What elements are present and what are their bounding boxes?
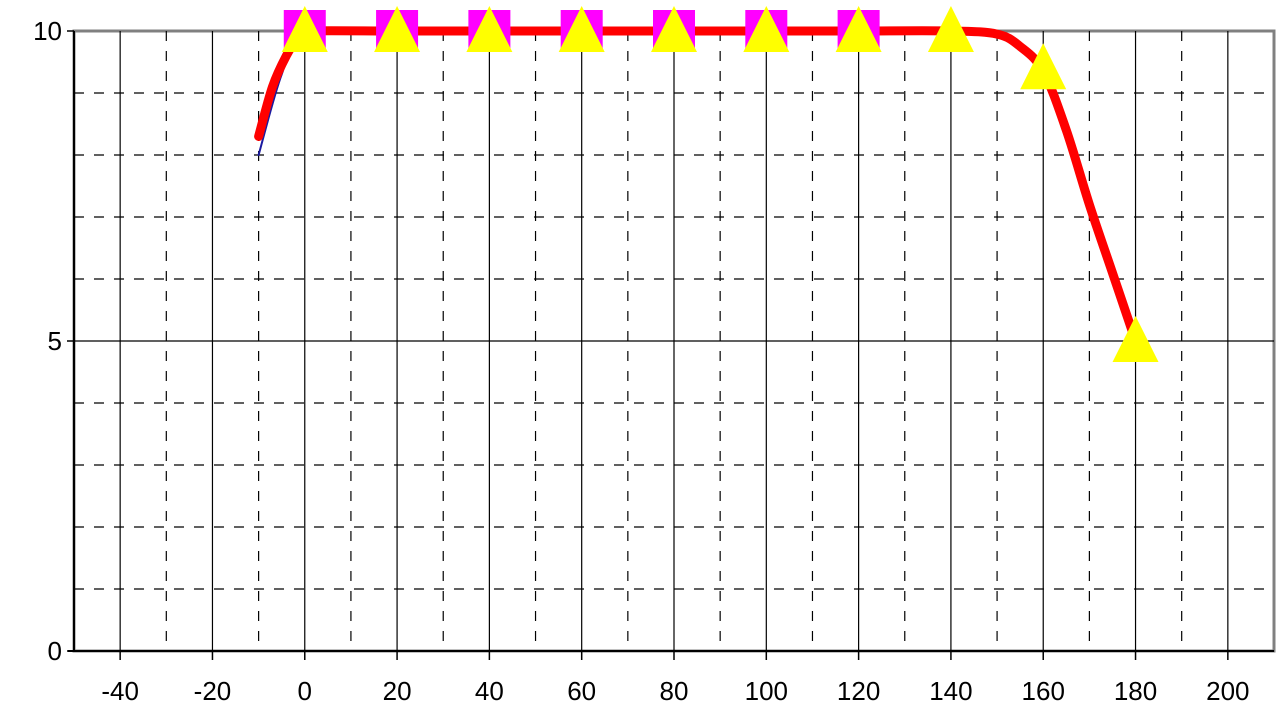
x-tick-label: 160: [1022, 676, 1065, 706]
x-tick-label: 80: [660, 676, 689, 706]
triangle-marker: [743, 6, 790, 52]
x-tick-label: 0: [298, 676, 312, 706]
x-tick-label: 40: [475, 676, 504, 706]
x-tick-label: -20: [194, 676, 232, 706]
triangle-marker: [1020, 43, 1067, 90]
triangle-marker: [651, 6, 697, 52]
x-tick-label: 60: [567, 676, 596, 706]
triangle-marker: [558, 6, 605, 52]
x-tick-label: 20: [383, 676, 412, 706]
axes: [67, 30, 1274, 660]
triangle-marker: [374, 6, 421, 52]
y-tick-label: 5: [48, 326, 62, 356]
y-tick-label: 10: [33, 16, 62, 46]
grid: [74, 31, 1274, 651]
x-tick-label: 120: [837, 676, 880, 706]
tick-labels: -40 -20 0 20 40 60 80 100 120 140 160 180 200 0 5 10: [33, 16, 1249, 706]
x-tick-label: 200: [1206, 676, 1249, 706]
triangle-marker: [927, 6, 974, 52]
y-tick-label: 0: [48, 636, 62, 666]
triangle-marker: [281, 6, 328, 52]
triangle-marker: [466, 6, 513, 52]
x-tick-label: 140: [929, 676, 972, 706]
triangle-marker: [835, 6, 882, 52]
x-tick-label: 180: [1114, 676, 1157, 706]
x-tick-label: -40: [101, 676, 139, 706]
x-tick-label: 100: [745, 676, 788, 706]
markers: [281, 6, 1159, 362]
triangle-marker: [1112, 316, 1159, 362]
